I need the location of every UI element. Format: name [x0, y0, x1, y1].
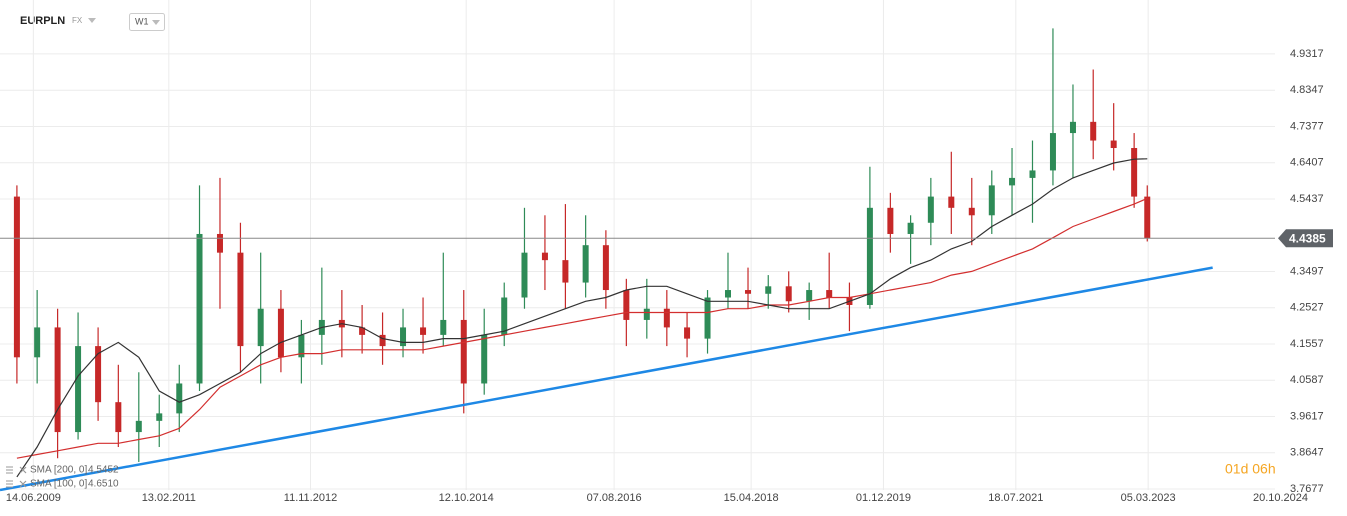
- candle-body: [1029, 170, 1036, 178]
- price-tag: [1278, 229, 1333, 248]
- candle-body: [176, 383, 183, 414]
- candle-body: [237, 252, 244, 347]
- y-tick-label: 3.9617: [1290, 410, 1324, 422]
- candle-body: [156, 413, 163, 421]
- legend-value: 4.5452: [88, 465, 119, 476]
- candle-body: [135, 420, 142, 433]
- symbol: EURPLN: [20, 15, 65, 27]
- candle-body: [196, 233, 203, 384]
- legend-name: SMA [100, 0]: [30, 479, 87, 490]
- candle-body: [541, 252, 548, 261]
- y-tick-label: 4.8347: [1290, 84, 1324, 96]
- candle-body: [501, 297, 508, 335]
- candle-body: [1144, 196, 1151, 239]
- y-tick-label: 4.6407: [1290, 157, 1324, 169]
- candle-body: [684, 327, 691, 339]
- legend-menu-icon: [6, 466, 13, 474]
- candle-body: [623, 290, 630, 320]
- candle-body: [562, 260, 569, 283]
- candle-body: [481, 334, 488, 384]
- candle-body: [420, 327, 427, 335]
- x-tick-label: 05.03.2023: [1121, 492, 1176, 504]
- x-tick-label: 11.11.2012: [284, 492, 337, 504]
- interval: W1: [135, 16, 149, 26]
- x-tick-label: 14.06.2009: [6, 492, 61, 504]
- candle-body: [34, 327, 41, 358]
- candle-body: [948, 196, 955, 208]
- candle-body: [1090, 121, 1097, 141]
- interval-dropdown: [152, 20, 160, 25]
- candle-body: [1049, 133, 1056, 171]
- candle-body: [521, 252, 528, 298]
- candle-body: [602, 245, 609, 291]
- y-tick-label: 4.3497: [1290, 265, 1324, 277]
- candle-body: [927, 196, 934, 223]
- x-tick-label: 18.07.2021: [988, 492, 1043, 504]
- market-dropdown[interactable]: [88, 18, 96, 23]
- market: FX: [72, 16, 83, 25]
- candle-body: [866, 207, 873, 305]
- legend-remove-icon: [19, 466, 27, 474]
- y-tick-label: 4.1557: [1290, 338, 1324, 350]
- candle-body: [785, 286, 792, 302]
- current-price-label: 4.4385: [1289, 231, 1326, 245]
- y-tick-label: 4.0587: [1290, 374, 1324, 386]
- candle-body: [745, 290, 752, 294]
- x-tick-label: 01.12.2019: [856, 492, 911, 504]
- candle-body: [379, 334, 386, 347]
- candle-body: [806, 290, 813, 302]
- legend-name: SMA [200, 0]: [30, 465, 87, 476]
- y-tick-label: 3.8647: [1290, 447, 1324, 459]
- sma-line: [16, 197, 1148, 459]
- candle-body: [1009, 177, 1016, 186]
- candle-body: [95, 346, 102, 403]
- legend-remove-icon: [19, 480, 27, 488]
- y-tick-label: 4.5437: [1290, 193, 1324, 205]
- candle-body: [400, 327, 407, 347]
- candle-timer: 01d 06h: [1225, 461, 1276, 477]
- candle-body: [826, 290, 833, 298]
- candle-body: [887, 207, 894, 234]
- candle-body: [988, 185, 995, 216]
- interval-select[interactable]: [129, 13, 165, 31]
- trendline: [0, 266, 1213, 492]
- candle-body: [440, 319, 447, 335]
- y-tick-label: 4.7377: [1290, 120, 1324, 132]
- candle-body: [704, 297, 711, 339]
- x-tick-label: 12.10.2014: [439, 492, 494, 504]
- candle-body: [277, 308, 284, 358]
- candle-body: [724, 290, 731, 298]
- candle-body: [359, 327, 366, 335]
- candle-body: [75, 346, 82, 433]
- candle-body: [663, 308, 670, 328]
- candle-body: [907, 222, 914, 234]
- candle-body: [1069, 121, 1076, 134]
- candle-body: [115, 402, 122, 433]
- candle-body: [643, 308, 650, 320]
- candle-body: [257, 308, 264, 347]
- candle-body: [216, 233, 223, 253]
- y-tick-label: 3.7677: [1290, 483, 1324, 495]
- candle-body: [765, 286, 772, 294]
- candle-body: [13, 196, 20, 358]
- candle-body: [1110, 140, 1117, 149]
- x-tick-label: 13.02.2011: [142, 492, 196, 504]
- x-tick-label: 07.08.2016: [587, 492, 642, 504]
- candle-body: [54, 327, 61, 433]
- candle-body: [968, 207, 975, 216]
- x-tick-label: 15.04.2018: [724, 492, 779, 504]
- sma-line: [16, 158, 1148, 478]
- candle-body: [582, 245, 589, 283]
- candle-body: [298, 334, 305, 358]
- candle-body: [1131, 148, 1138, 197]
- y-tick-label: 4.9317: [1290, 48, 1324, 60]
- candle-body: [460, 319, 467, 384]
- legend-value: 4.6510: [88, 479, 119, 490]
- grid: [0, 0, 1275, 490]
- y-tick-label: 4.2527: [1290, 302, 1324, 314]
- legend-menu-icon: [6, 480, 13, 488]
- x-tick-label: 20.10.2024: [1253, 492, 1308, 504]
